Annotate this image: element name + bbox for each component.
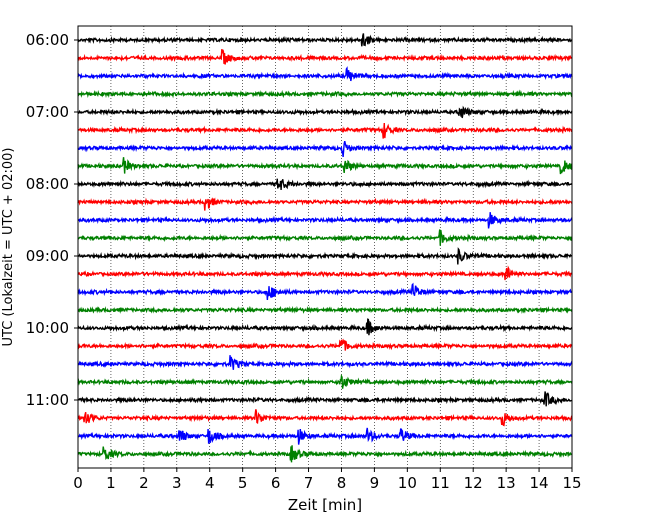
- y-axis-label: UTC (Lokalzeit = UTC + 02:00): [1, 148, 16, 347]
- trace-22: [77, 427, 573, 445]
- x-tick-label-13: 13: [497, 474, 516, 492]
- trace-4: [77, 105, 573, 119]
- x-tick-label-15: 15: [562, 474, 581, 492]
- y-tick-label-3: 09:00: [26, 247, 69, 265]
- x-tick-label-6: 6: [271, 474, 281, 492]
- trace-21: [77, 409, 573, 427]
- y-tick-label-4: 10:00: [26, 319, 69, 337]
- trace-10: [77, 212, 573, 229]
- x-tick-label-14: 14: [530, 474, 549, 492]
- x-tick-label-10: 10: [398, 474, 417, 492]
- x-tick-label-1: 1: [106, 474, 116, 492]
- trace-16: [77, 318, 573, 336]
- x-axis: 0 1 2 3 4 5 6 7 8 9 10 11 12 13 14 15: [73, 468, 582, 492]
- x-tick-label-5: 5: [238, 474, 248, 492]
- y-tick-label-0: 06:00: [26, 31, 69, 49]
- trace-5: [77, 122, 573, 139]
- x-tick-label-3: 3: [172, 474, 182, 492]
- trace-18: [77, 355, 573, 370]
- y-axis: 06:00 07:00 08:00 09:00 10:00 11:00: [26, 31, 78, 409]
- x-axis-label: Zeit [min]: [288, 496, 362, 514]
- x-tick-label-2: 2: [139, 474, 149, 492]
- trace-23: [77, 445, 573, 463]
- x-tick-label-0: 0: [73, 474, 83, 492]
- trace-9: [77, 197, 573, 211]
- trace-3: [77, 89, 573, 99]
- trace-1: [77, 49, 573, 65]
- trace-20: [77, 391, 573, 407]
- trace-group: [77, 33, 573, 463]
- x-tick-label-9: 9: [370, 474, 380, 492]
- x-tick-label-4: 4: [205, 474, 215, 492]
- trace-17: [77, 338, 573, 351]
- trace-15: [77, 305, 573, 314]
- x-tick-label-8: 8: [337, 474, 347, 492]
- trace-19: [77, 373, 573, 389]
- plot-frame: [77, 25, 573, 469]
- x-tick-label-11: 11: [431, 474, 450, 492]
- trace-7: [77, 157, 573, 175]
- trace-0: [77, 33, 573, 47]
- trace-8: [77, 178, 573, 190]
- x-tick-label-7: 7: [304, 474, 314, 492]
- y-tick-label-5: 11:00: [26, 391, 69, 409]
- trace-12: [77, 247, 573, 265]
- trace-11: [77, 229, 573, 246]
- trace-13: [77, 265, 573, 281]
- trace-14: [77, 282, 573, 301]
- trace-6: [77, 141, 573, 157]
- y-tick-label-1: 07:00: [26, 103, 69, 121]
- y-tick-label-2: 08:00: [26, 175, 69, 193]
- x-tick-label-12: 12: [464, 474, 483, 492]
- trace-2: [77, 66, 573, 82]
